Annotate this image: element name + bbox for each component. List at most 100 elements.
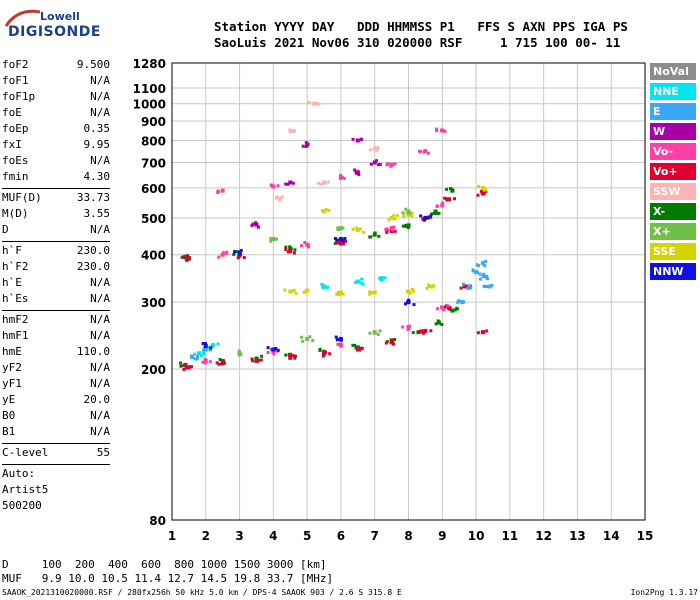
- param-value: N/A: [90, 74, 110, 87]
- data-point: [372, 146, 377, 151]
- data-point: [284, 353, 288, 357]
- data-point: [233, 250, 237, 254]
- data-point: [490, 283, 494, 287]
- data-point: [476, 271, 480, 275]
- legend-item: NNW: [650, 263, 696, 280]
- param-row: fxI 9.95: [2, 137, 110, 153]
- param-name: B1: [2, 425, 16, 438]
- data-point: [237, 349, 241, 353]
- data-point: [359, 346, 363, 350]
- data-point: [269, 236, 273, 240]
- autoscale-info: Artist5: [2, 483, 49, 496]
- data-point: [336, 291, 340, 295]
- data-point: [220, 252, 225, 257]
- data-point: [356, 348, 360, 352]
- param-value: 0.35: [83, 122, 111, 135]
- data-point: [340, 344, 344, 348]
- data-point: [481, 330, 485, 334]
- param-name: h`F: [2, 244, 22, 257]
- param-value: N/A: [90, 409, 110, 422]
- data-point: [291, 181, 295, 185]
- data-point: [208, 348, 212, 352]
- data-point: [336, 342, 340, 346]
- data-point: [185, 258, 189, 262]
- data-point: [288, 245, 292, 249]
- data-point: [481, 274, 485, 278]
- data-point: [220, 362, 224, 366]
- data-point: [197, 351, 202, 356]
- data-point: [482, 192, 486, 196]
- data-point: [186, 254, 190, 258]
- data-point: [441, 201, 445, 205]
- data-point: [392, 342, 396, 346]
- data-point: [179, 364, 183, 368]
- data-point: [445, 187, 449, 191]
- data-point: [276, 184, 280, 188]
- data-point: [429, 214, 433, 218]
- data-point: [275, 237, 279, 241]
- data-point: [378, 329, 382, 333]
- data-point: [412, 303, 416, 307]
- data-point: [182, 367, 186, 371]
- param-row: foF2 9.500: [2, 57, 110, 73]
- x-tick-label: 12: [535, 529, 552, 543]
- data-point: [251, 222, 255, 226]
- data-point: [372, 232, 377, 237]
- data-point: [426, 216, 430, 220]
- param-row: foE N/A: [2, 105, 110, 121]
- param-name: hmF1: [2, 329, 29, 342]
- y-tick-label: 400: [141, 249, 166, 263]
- y-tick-label: 300: [141, 296, 166, 310]
- data-point: [389, 338, 393, 342]
- y-tick-label: 200: [141, 363, 166, 377]
- data-point: [406, 209, 411, 214]
- distance-row: D 100 200 400 600 800 1000 1500 3000 [km…: [2, 558, 327, 571]
- data-point: [482, 284, 486, 288]
- data-point: [318, 348, 322, 352]
- data-point: [269, 239, 273, 243]
- data-point: [338, 237, 343, 242]
- param-name: hmF2: [2, 313, 29, 326]
- data-point: [407, 298, 411, 302]
- data-point: [284, 248, 288, 252]
- data-point: [320, 209, 324, 213]
- data-point: [476, 184, 480, 188]
- file-info: SAAOK_2021310020000.RSF / 280fx256h 50 k…: [2, 588, 402, 597]
- data-point: [426, 151, 430, 155]
- data-point: [294, 291, 298, 295]
- data-point: [271, 347, 276, 352]
- data-point: [376, 146, 380, 150]
- data-point: [373, 231, 377, 235]
- data-point: [401, 224, 405, 228]
- data-point: [340, 176, 344, 180]
- data-point: [443, 129, 447, 133]
- param-name: yF2: [2, 361, 22, 374]
- data-point: [201, 348, 205, 352]
- data-point: [448, 306, 452, 310]
- x-tick-label: 11: [502, 529, 519, 543]
- data-point: [420, 329, 424, 333]
- data-point: [437, 211, 441, 215]
- x-tick-label: 6: [337, 529, 345, 543]
- legend-item: SSW: [650, 183, 696, 200]
- header-line-1: Station YYYY DAY DDD HHMMSS P1 FFS S AXN…: [214, 19, 628, 34]
- data-point: [351, 137, 355, 141]
- data-point: [284, 182, 288, 186]
- param-row: C-level 55: [2, 445, 110, 461]
- data-point: [480, 261, 485, 266]
- data-point: [189, 354, 193, 358]
- data-point: [389, 164, 393, 168]
- data-point: [404, 207, 408, 211]
- data-point: [307, 100, 311, 104]
- data-point: [351, 227, 355, 231]
- x-tick-label: 4: [269, 529, 277, 543]
- data-point: [266, 351, 270, 355]
- data-point: [423, 328, 428, 333]
- data-point: [338, 173, 342, 177]
- data-point: [335, 338, 339, 342]
- data-point: [435, 204, 439, 208]
- data-point: [250, 357, 254, 361]
- divider: [2, 464, 110, 465]
- plot-frame: [171, 62, 646, 521]
- param-name: foE: [2, 106, 22, 119]
